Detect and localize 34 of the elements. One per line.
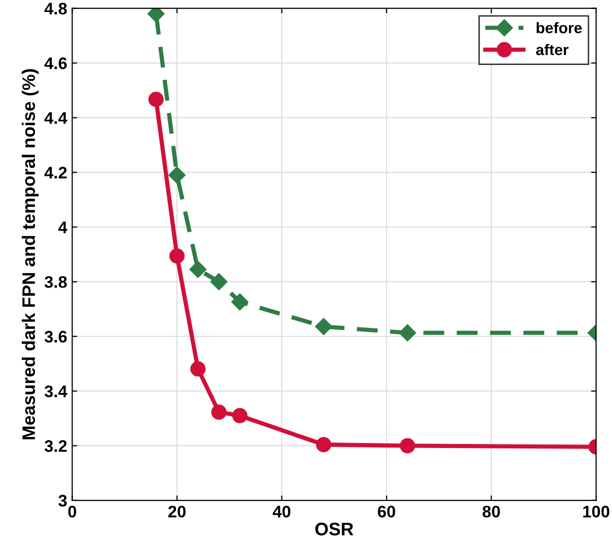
- y-tick-label: 4.8: [44, 2, 67, 15]
- x-tick-label: 100: [583, 506, 610, 518]
- y-tick-label: 3: [58, 494, 67, 507]
- legend-label: before: [536, 22, 582, 34]
- point: [168, 166, 186, 184]
- y-tick-label: 3.2: [44, 440, 67, 452]
- point: [232, 294, 248, 310]
- x-axis-title: OSR: [315, 522, 354, 536]
- x-tick-label: 20: [168, 506, 186, 518]
- point: [148, 8, 164, 22]
- point: [210, 273, 228, 290]
- y-tick-label: 4: [58, 222, 68, 234]
- point: [315, 318, 332, 335]
- x-tick-label: 80: [482, 506, 500, 518]
- point: [190, 261, 206, 278]
- point: [399, 324, 416, 342]
- y-tick-label: 4.6: [44, 57, 67, 70]
- y-axis-title: Measured dark FPN and temporal noise (%): [22, 69, 39, 440]
- x-tick-label: 40: [272, 506, 290, 518]
- point: [148, 92, 164, 108]
- y-tick-label: 3.6: [44, 330, 67, 343]
- y-tick-label: 4.4: [44, 112, 68, 124]
- point: [169, 248, 185, 264]
- point: [316, 436, 332, 452]
- point: [190, 361, 206, 377]
- point: [211, 404, 227, 420]
- legend-label: after: [536, 44, 569, 56]
- y-tick-label: 3.8: [44, 276, 67, 288]
- x-tick-label: 0: [68, 506, 76, 518]
- y-tick-label: 3.4: [44, 385, 68, 398]
- y-tick-label: 4.2: [44, 166, 67, 178]
- point: [232, 408, 248, 424]
- point: [400, 438, 416, 454]
- x-tick-label: 60: [378, 506, 396, 518]
